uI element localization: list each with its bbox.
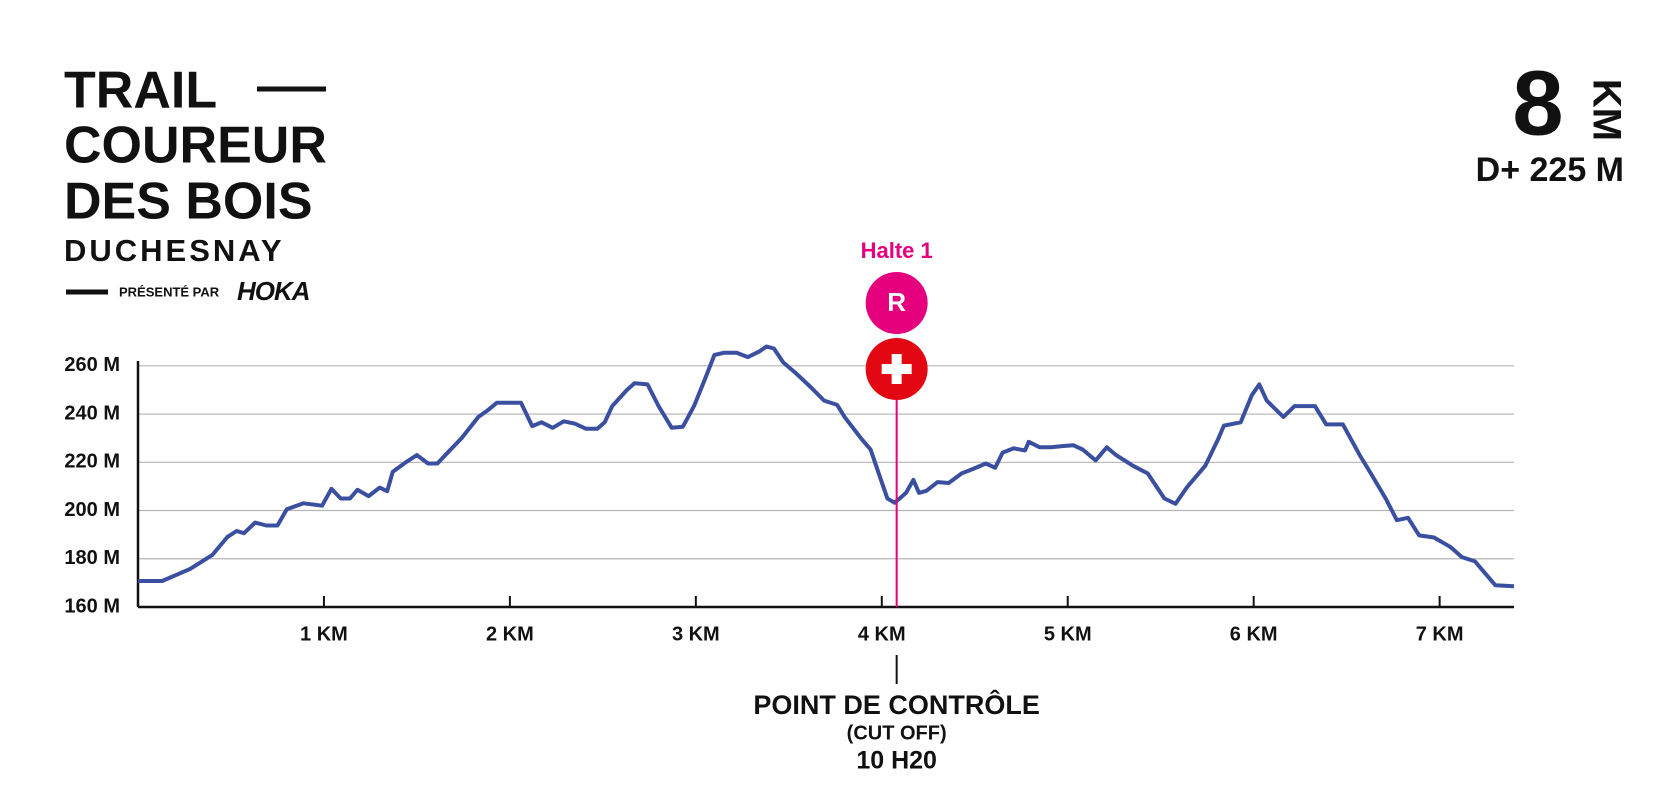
logo-text: COUREUR	[64, 117, 327, 175]
x-tick-label: 2 KM	[486, 623, 534, 645]
elevation-line	[138, 344, 1515, 589]
distance: 8	[1512, 52, 1563, 154]
logo-text: TRAIL	[64, 62, 217, 120]
x-tick-label: 4 KM	[858, 623, 906, 645]
distance-unit: KM	[1584, 79, 1628, 141]
station-icon	[865, 272, 928, 334]
y-tick-label: 260 M	[64, 354, 120, 376]
x-tick-label: 1 KM	[300, 623, 348, 645]
x-tick-label: 3 KM	[672, 623, 720, 645]
y-tick-label: 200 M	[64, 499, 120, 521]
y-tick-label: 220 M	[64, 451, 120, 473]
logo-text: DUCHESNAY	[64, 233, 285, 268]
presented-text: PRÉSENTÉ PAR	[119, 284, 220, 299]
x-tick-label: 5 KM	[1044, 623, 1092, 645]
station-icon-label: R	[887, 287, 906, 317]
y-tick-label: 180 M	[64, 547, 120, 569]
elevation-gain: D+ 225 M	[1476, 151, 1624, 189]
aid-cross	[881, 364, 912, 374]
logo-text: DES BOIS	[64, 173, 313, 231]
x-tick-label: 6 KM	[1230, 623, 1278, 645]
station-name: Halte 1	[861, 238, 933, 263]
y-tick-label: 160 M	[64, 595, 120, 617]
checkpoint-text: POINT DE CONTRÔLE	[753, 689, 1040, 720]
y-tick-label: 240 M	[64, 402, 120, 424]
checkpoint-text: (CUT OFF)	[847, 722, 947, 744]
checkpoint-text: 10 H20	[856, 747, 937, 775]
sponsor-logo: HOKA	[237, 276, 310, 306]
x-tick-label: 7 KM	[1416, 623, 1464, 645]
